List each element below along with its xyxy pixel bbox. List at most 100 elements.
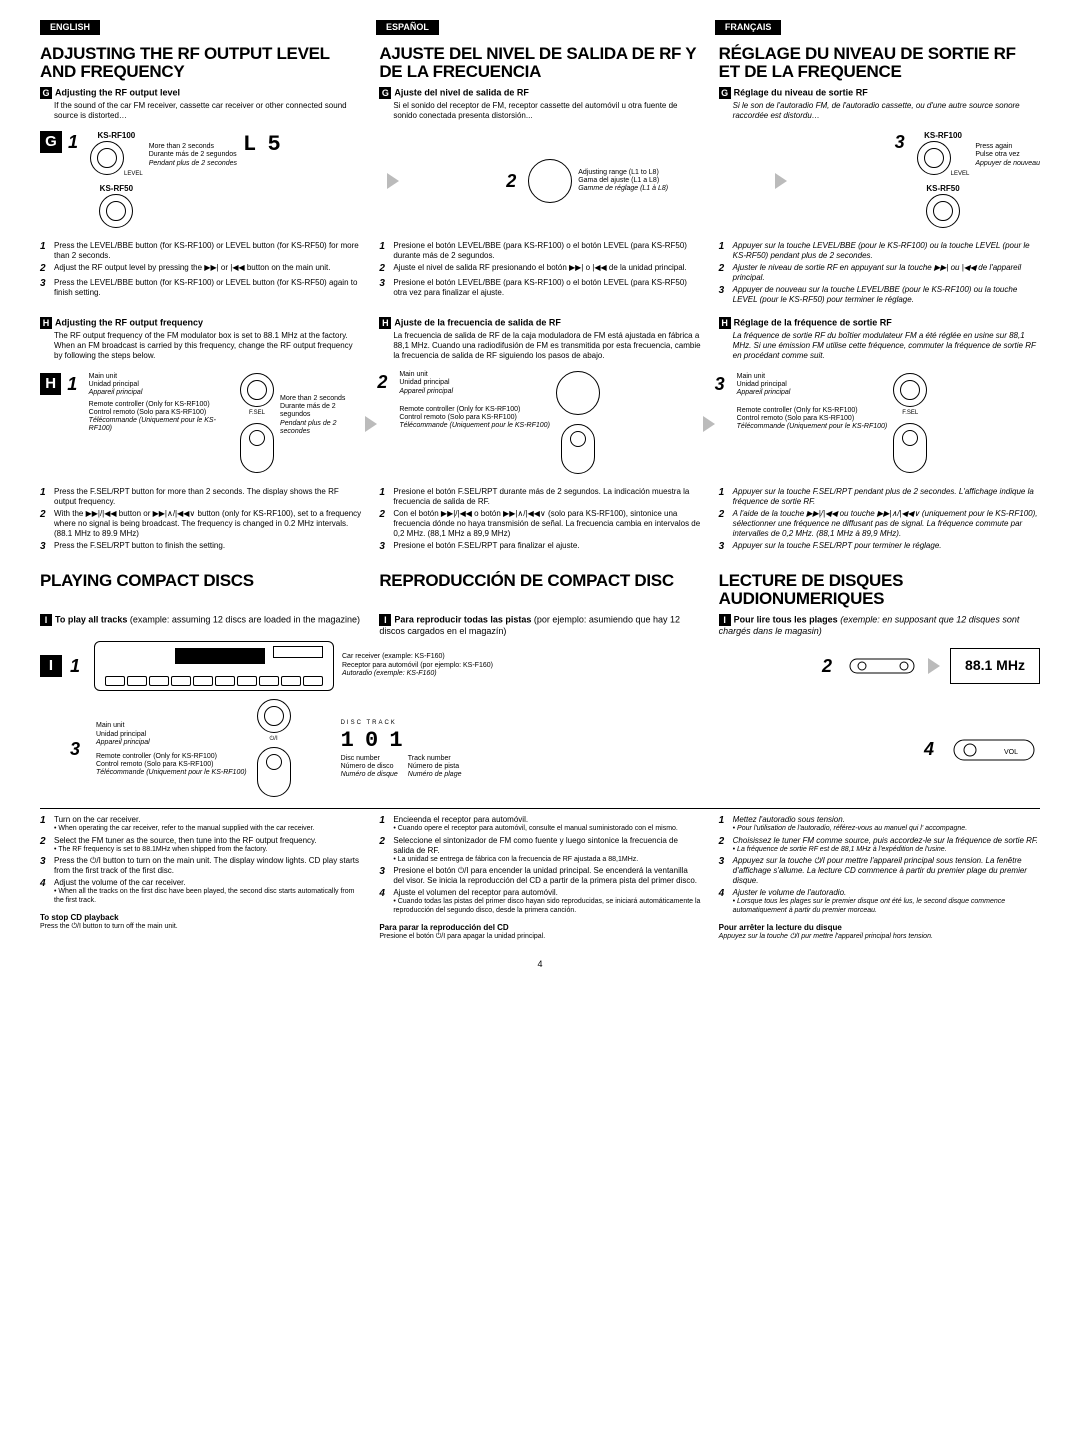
mu-es3: Unidad principal <box>737 381 787 388</box>
title-row: ADJUSTING THE RF OUTPUT LEVEL AND FREQUE… <box>40 39 1040 87</box>
p-en-3: Press the ⏻/I button to turn on the main… <box>54 856 361 876</box>
i-step3: 3 <box>70 738 86 761</box>
h-block1: Main unit Unidad principal Appareil prin… <box>89 373 234 433</box>
g-fr-2: Ajuster le niveau de sortie RF en appuya… <box>733 263 1040 283</box>
i-step2: 2 <box>822 655 838 678</box>
pressagain-en: Press again <box>975 143 1040 151</box>
i-head-es: IPara reproducir todas las pistas (por e… <box>379 614 700 637</box>
rc-fr2: Télécommande (Uniquement pour le KS-RF10… <box>399 422 550 429</box>
g-body-es: Si el sonido del receptor de FM, recepto… <box>393 101 700 121</box>
level-label: LEVEL <box>124 171 143 177</box>
diagram-g: G 1 KS-RF100 LEVEL KS-RF50 More than 2 s… <box>40 131 1040 232</box>
fsel-lbl2: F.SEL <box>893 410 927 418</box>
tn-fr: Numéro de plage <box>408 771 462 779</box>
knob-icon-3 <box>917 141 951 175</box>
rc-fr3: Télécommande (Uniquement pour le KS-RF10… <box>737 423 888 430</box>
stop-fr-h: Pour arrêter la lecture du disque <box>719 923 1040 933</box>
play-steps-fr: 1Mettez l'autoradio sous tension.• Pour … <box>719 815 1040 915</box>
g-en-3: Press the LEVEL/BBE button (for KS-RF100… <box>54 278 361 298</box>
mu-fr2: Appareil principal <box>399 388 453 395</box>
h-bigbox: H <box>40 373 61 395</box>
p-en-4s: • When all the tracks on the first disc … <box>54 888 361 905</box>
g-box-es: G <box>379 87 391 99</box>
play-steps-es: 1Encieenda el receptor para automóvil.• … <box>379 815 700 915</box>
p-es-1: Encieenda el receptor para automóvil. <box>393 815 528 824</box>
h-body-fr: La fréquence de sortie RF du boîtier mod… <box>733 331 1040 361</box>
g-body-fr: Si le son de l'autoradio FM, de l'autora… <box>733 101 1040 121</box>
model1-b: KS-RF100 <box>917 131 970 141</box>
diagram-i-1: I 1 Car receiver (example: KS-F160) Rece… <box>40 641 1040 691</box>
more2s-en: More than 2 seconds <box>149 143 237 151</box>
lang-es: ESPAÑOL <box>376 20 439 35</box>
pressagain: Press again Pulse otra vez Appuyer de no… <box>975 143 1040 168</box>
g-es-2: Ajuste el nivel de salida RF presionando… <box>393 263 686 276</box>
h-steps-es: 1Presione el botón F.SEL/RPT durante más… <box>379 487 700 554</box>
h-head-en-text: Adjusting the RF output frequency <box>55 318 203 328</box>
rcv-fr: Autoradio (exemple: KS-F160) <box>342 670 493 678</box>
g-knobs-3: KS-RF100 LEVEL KS-RF50 <box>917 131 970 232</box>
g-head-fr-text: Réglage du niveau de sortie RF <box>734 87 868 97</box>
p-en-1s: • When operating the car receiver, refer… <box>54 825 314 833</box>
mu-en: Main unit <box>89 373 117 380</box>
g-more2s: More than 2 seconds Durante más de 2 seg… <box>149 143 237 168</box>
i-step1: 1 <box>70 655 86 678</box>
i-head-en: ITo play all tracks To play all tracks (… <box>40 614 361 626</box>
g-es-1: Presione el botón LEVEL/BBE (para KS-RF1… <box>393 241 700 261</box>
adjrange-es: Gama del ajuste (L1 a L8) <box>578 177 668 185</box>
dial-icon-h <box>556 371 600 415</box>
play-head-b-fr: Pour lire tous les plages <box>734 614 838 624</box>
tn-en: Track number <box>408 755 462 763</box>
g-body-en: If the sound of the car FM receiver, cas… <box>54 101 361 121</box>
h-box-es: H <box>379 317 391 329</box>
arrow-icon-2 <box>775 173 787 189</box>
i3-labels: Main unit Unidad principal Appareil prin… <box>96 722 247 776</box>
playing-headers: ITo play all tracks To play all tracks (… <box>40 614 1040 637</box>
play-title-es: REPRODUCCIÓN DE COMPACT DISC <box>379 572 700 590</box>
knob-icon <box>90 141 124 175</box>
i-head-fr: IPour lire tous les plages (exemple: en … <box>719 614 1040 637</box>
dn-en: Disc number <box>341 755 398 763</box>
tn-es: Número de pista <box>408 763 462 771</box>
h-icons1: F.SEL <box>240 373 274 477</box>
h-icons3: F.SEL <box>893 373 927 477</box>
h-body-es: La frecuencia de salida de RF de la caja… <box>393 331 700 361</box>
p-es-3: Presione el botón ⏻/I para encender la u… <box>393 866 700 886</box>
h-fr-2: A l'aide de la touche ▶▶|/|◀◀ ou touche … <box>733 509 1040 539</box>
play-steps-en: 1Turn on the car receiver.• When operati… <box>40 815 361 905</box>
section-g-headers: GAdjusting the RF output level If the so… <box>40 87 1040 127</box>
g-steps-fr: 1Appuyer sur la touche LEVEL/BBE (pour l… <box>719 241 1040 305</box>
rc-en3: Remote controller (Only for KS-RF100) <box>737 407 858 414</box>
page-number: 4 <box>40 959 1040 970</box>
h-head-fr: HRéglage de la fréquence de sortie RF <box>719 317 1040 329</box>
tuner-icon <box>848 651 918 681</box>
g-knobs-1: KS-RF100 LEVEL KS-RF50 <box>90 131 143 232</box>
disctrack-lbl: DISC TRACK <box>341 720 462 728</box>
stop-en: Press the ⏻/I button to turn off the mai… <box>40 923 361 931</box>
stop-fr: Appuyez sur la touche ⏻/I pur mettre l'a… <box>719 933 1040 941</box>
title-es: AJUSTE DEL NIVEL DE SALIDA DE RF Y DE LA… <box>379 45 700 81</box>
mu-es: Unidad principal <box>89 381 139 388</box>
i3-icons: ⏻/I <box>257 699 291 801</box>
i-box-es: I <box>379 614 391 626</box>
knob-icon-h3 <box>893 373 927 407</box>
h-head-es-text: Ajuste de la frecuencia de salida de RF <box>394 318 561 328</box>
rc-en2: Remote controller (Only for KS-RF100) <box>399 406 520 413</box>
h-en-1: Press the F.SEL/RPT button for more than… <box>54 487 361 507</box>
dn-es: Número de disco <box>341 763 398 771</box>
h-more2s: More than 2 seconds Durante más de 2 seg… <box>280 395 365 437</box>
p-en-4: Adjust the volume of the car receiver. <box>54 878 186 887</box>
model2: KS-RF50 <box>90 184 143 194</box>
digits-lcd: 1 0 1 <box>341 727 462 755</box>
volume-icon: VOL <box>950 730 1040 770</box>
rcv-en: Car receiver (example: KS-F160) <box>342 653 493 661</box>
mu-en-i: Main unit <box>96 722 124 729</box>
h-steps-text: 1Press the F.SEL/RPT button for more tha… <box>40 485 1040 556</box>
section-h-headers: HAdjusting the RF output frequency The R… <box>40 317 1040 367</box>
arrow-icon-h1 <box>365 416 377 432</box>
power-lbl: ⏻/I <box>257 736 291 744</box>
mu-fr-i: Appareil principal <box>96 739 150 746</box>
mu-es2: Unidad principal <box>399 379 449 386</box>
language-bar: ENGLISH ESPAÑOL FRANÇAIS <box>40 20 1040 35</box>
arrow-icon <box>387 173 399 189</box>
p-fr-1: Mettez l'autoradio sous tension. <box>733 815 845 824</box>
